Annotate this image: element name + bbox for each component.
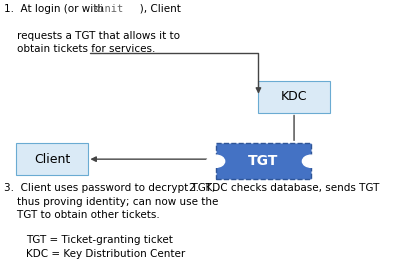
- FancyBboxPatch shape: [216, 143, 311, 179]
- Text: TGT = Ticket-granting ticket
KDC = Key Distribution Center: TGT = Ticket-granting ticket KDC = Key D…: [26, 235, 186, 259]
- Circle shape: [302, 155, 320, 167]
- Text: kinit: kinit: [93, 4, 124, 14]
- FancyBboxPatch shape: [258, 81, 330, 113]
- Text: 1.  At login (or with           ), Client: 1. At login (or with ), Client: [4, 4, 181, 14]
- Text: requests a TGT that allows it to
    obtain tickets for services.: requests a TGT that allows it to obtain …: [4, 31, 180, 54]
- Circle shape: [207, 155, 225, 167]
- Text: KDC: KDC: [281, 90, 307, 103]
- Text: 2.  KDC checks database, sends TGT: 2. KDC checks database, sends TGT: [189, 183, 380, 193]
- Text: Client: Client: [34, 153, 70, 166]
- FancyBboxPatch shape: [16, 143, 88, 175]
- Text: 3.  Client uses password to decrypt TGT,
    thus proving identity; can now use : 3. Client uses password to decrypt TGT, …: [4, 183, 219, 220]
- Text: TGT: TGT: [248, 154, 279, 168]
